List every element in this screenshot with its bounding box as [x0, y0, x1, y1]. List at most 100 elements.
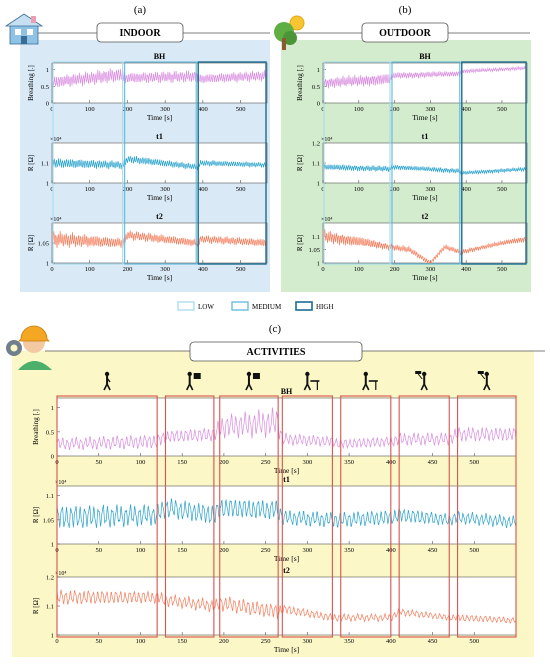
x-tick-label: 500 — [469, 459, 479, 466]
icon-leg — [486, 383, 491, 391]
x-tick-label: 100 — [354, 186, 364, 193]
x-tick-label: 500 — [497, 266, 507, 273]
house-icon — [4, 13, 44, 45]
icon-leg — [248, 383, 253, 391]
activity-window — [219, 395, 279, 638]
x-tick-label: 500 — [236, 186, 246, 193]
icon-roller-handle — [417, 373, 423, 380]
y-tick-label: 1.05 — [43, 517, 54, 524]
x-tick-label: 150 — [177, 459, 187, 466]
y-tick-label: 1 — [317, 67, 320, 74]
x-tick-label: 450 — [428, 638, 438, 645]
outdoor-title-box — [361, 22, 449, 43]
icon-leg — [303, 383, 309, 391]
intensity-window-medium — [391, 61, 461, 265]
x-tick-label: 50 — [95, 547, 102, 554]
x-tick-label: 250 — [261, 547, 271, 554]
y-tick-label: 1.1 — [312, 234, 320, 241]
x-tick-label: 100 — [136, 638, 146, 645]
legend-medium-swatch — [231, 301, 249, 311]
outdoor-title: OUTDOOR — [379, 28, 431, 39]
legend-high-swatch — [295, 301, 313, 311]
x-axis-label: Time [s] — [412, 273, 437, 282]
x-tick-label: 300 — [160, 266, 170, 273]
y-tick-label: 1 — [317, 261, 320, 268]
axes-frame — [322, 142, 528, 184]
x-tick-label: 300 — [160, 186, 170, 193]
x-tick-label: 0 — [55, 638, 58, 645]
subplot-title: BH — [419, 52, 431, 61]
y-tick-label: 1.1 — [46, 493, 54, 500]
signal-line-t1 — [51, 155, 268, 171]
subplot-title: BH — [154, 52, 166, 61]
icon-roller-handle — [480, 373, 486, 380]
activity-window — [398, 395, 450, 638]
signal-line-t2 — [51, 230, 268, 249]
tree-sun-icon — [274, 15, 305, 50]
intensity-window-high — [197, 61, 267, 265]
x-axis-label: Time [s] — [147, 273, 172, 282]
panel-letter-b: (b) — [399, 4, 412, 16]
x-tick-label: 0 — [321, 186, 324, 193]
x-tick-label: 400 — [198, 266, 208, 273]
icon-board — [252, 373, 260, 379]
x-tick-label: 350 — [344, 547, 354, 554]
x-tick-label: 100 — [85, 186, 95, 193]
x-tick-label: 200 — [390, 106, 400, 113]
intensity-window-high — [461, 61, 527, 265]
activities-title-box — [189, 341, 363, 362]
activity-window — [281, 395, 333, 638]
icon-head — [246, 371, 252, 377]
subplot-title: BH — [281, 387, 293, 396]
icon-leg — [420, 383, 425, 391]
intensity-window-low — [323, 61, 391, 265]
x-axis-label: Time [s] — [147, 193, 172, 202]
axis-exponent: ×10⁴ — [321, 137, 332, 143]
signal-line-t1 — [322, 163, 528, 176]
x-tick-label: 250 — [261, 459, 271, 466]
activity-window — [164, 395, 215, 638]
panel-letter-c: (c) — [269, 323, 282, 335]
axis-exponent: ×10⁴ — [50, 137, 61, 143]
x-tick-label: 100 — [136, 459, 146, 466]
icon-leg — [483, 383, 488, 391]
y-axis-label: Breathing [.] — [27, 65, 35, 101]
intensity-legend: LOW MEDIUM HIGH — [177, 301, 334, 311]
x-tick-label: 100 — [136, 547, 146, 554]
x-tick-label: 0 — [321, 106, 324, 113]
x-tick-label: 350 — [344, 459, 354, 466]
x-tick-label: 500 — [497, 106, 507, 113]
x-tick-label: 100 — [354, 106, 364, 113]
subplot-outdoor-t2: t2 ×10⁴ R [Ω] 1 1.05 1.1 0 100 200 300 400 500 Time … — [296, 212, 528, 282]
x-axis-label: Time [s] — [274, 554, 299, 563]
signal-line-t2 — [322, 229, 528, 264]
y-axis-label: R [Ω] — [32, 598, 40, 614]
y-tick-label: 1 — [46, 67, 49, 74]
y-tick-label: 1 — [317, 181, 320, 188]
y-tick-label: 1.05 — [309, 247, 320, 254]
axes-frame — [51, 62, 268, 104]
icon-leg — [306, 383, 312, 391]
x-tick-label: 450 — [428, 547, 438, 554]
x-tick-label: 50 — [95, 638, 102, 645]
y-tick-label: 0.5 — [312, 84, 320, 91]
paint-roller-icon — [415, 371, 428, 391]
signal-line-bh — [322, 65, 528, 89]
icon-head — [363, 371, 368, 377]
signal-line-t1 — [56, 498, 517, 529]
worker-icon — [6, 325, 52, 370]
x-axis-label: Time [s] — [412, 113, 437, 122]
x-tick-label: 100 — [85, 266, 95, 273]
x-tick-label: 450 — [428, 459, 438, 466]
subplot-title: t1 — [156, 132, 163, 141]
x-tick-label: 400 — [461, 266, 471, 273]
x-tick-label: 200 — [390, 186, 400, 193]
icon-leg — [423, 383, 428, 391]
x-tick-label: 500 — [236, 106, 246, 113]
y-tick-label: 1 — [51, 542, 54, 549]
y-tick-label: 1 — [46, 181, 49, 188]
subplot-title: t2 — [422, 212, 429, 221]
